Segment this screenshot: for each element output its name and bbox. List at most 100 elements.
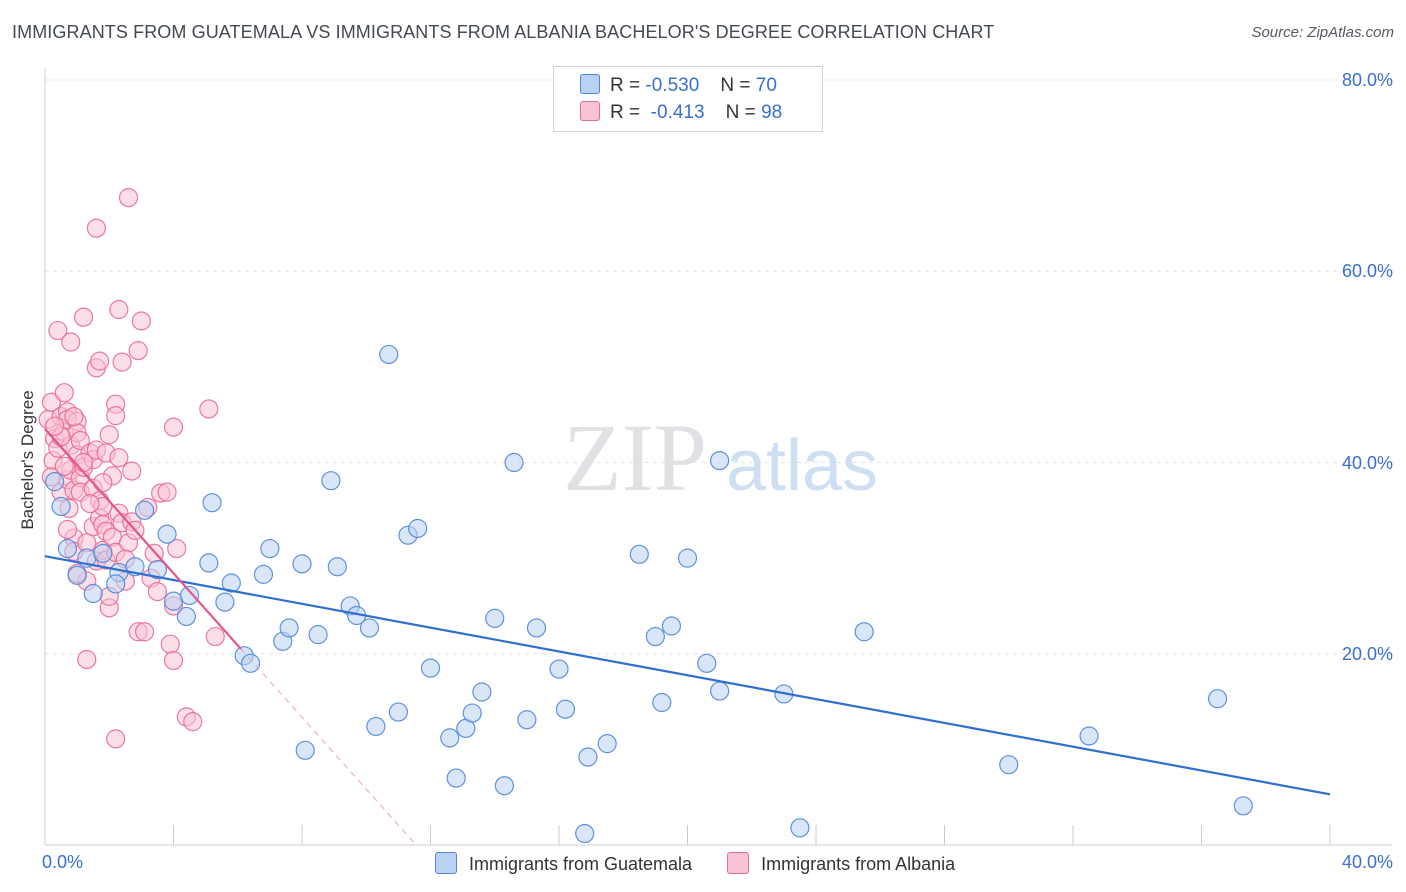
y-tick-label: 20.0% <box>1341 643 1393 664</box>
guatemala-point <box>677 548 698 568</box>
x-tick-label-start: 0.0% <box>42 852 84 872</box>
guatemala-point <box>295 740 315 760</box>
legend-n-value: 98 <box>761 102 783 123</box>
guatemala-point <box>83 583 103 604</box>
albania-point <box>122 461 142 481</box>
legend-swatch-albania <box>580 101 600 121</box>
guatemala-point <box>51 496 71 517</box>
guatemala-point <box>504 452 524 473</box>
guatemala-point <box>176 606 196 627</box>
legend-r-value: -0.530 <box>645 75 700 96</box>
guatemala-point <box>999 755 1019 775</box>
guatemala-point <box>420 658 441 678</box>
watermark: ZIP atlas <box>563 404 878 511</box>
legend-swatch-guatemala <box>580 74 600 94</box>
albania-point <box>61 332 81 352</box>
guatemala-point <box>408 518 428 539</box>
guatemala-point <box>179 585 200 606</box>
data-points <box>38 188 1253 844</box>
bottom-legend-swatch-albania <box>727 852 750 874</box>
legend-n-value: 70 <box>755 75 777 96</box>
albania-point <box>147 581 168 602</box>
guatemala-point <box>446 768 466 788</box>
guatemala-point <box>517 710 537 730</box>
albania-point <box>163 417 184 437</box>
guatemala-point <box>575 823 595 844</box>
albania-point <box>128 341 148 361</box>
guatemala-point <box>555 699 576 719</box>
albania-point <box>109 448 129 468</box>
guatemala-point <box>790 818 810 838</box>
guatemala-point <box>57 538 78 559</box>
source-label: Source: ZipAtlas.com <box>1251 24 1394 41</box>
legend-r-label: R = <box>610 75 641 96</box>
albania-point <box>54 383 74 403</box>
guatemala-point <box>440 728 460 748</box>
albania-point <box>99 425 119 445</box>
guatemala-point <box>549 659 569 679</box>
guatemala-point <box>710 450 730 471</box>
guatemala-point <box>308 625 328 645</box>
albania-point <box>77 649 97 670</box>
albania-point <box>157 482 177 502</box>
guatemala-point <box>854 622 874 642</box>
guatemala-point <box>260 538 280 559</box>
guatemala-point <box>629 544 649 564</box>
guatemala-point <box>202 493 222 513</box>
albania-point <box>41 392 62 412</box>
chart-title: IMMIGRANTS FROM GUATEMALA VS IMMIGRANTS … <box>12 22 995 42</box>
guatemala-point <box>652 692 672 713</box>
guatemala-point <box>327 557 347 577</box>
albania-point <box>106 729 126 749</box>
guatemala-point <box>157 524 177 544</box>
guatemala-point <box>1207 689 1228 709</box>
albania-point <box>80 494 100 514</box>
albania-point <box>112 352 132 372</box>
watermark-atlas: atlas <box>726 426 878 506</box>
albania-point <box>93 472 113 493</box>
legend-n-label: N = <box>720 75 751 96</box>
albania-point <box>86 218 107 238</box>
albania-point <box>73 307 94 327</box>
guatemala-point <box>366 716 386 737</box>
trend-lines <box>44 428 1331 844</box>
guatemala-point <box>697 653 717 673</box>
bottom-legend-item-guatemala: Immigrants from Guatemala <box>435 852 692 875</box>
y-tick-label: 80.0% <box>1341 70 1393 90</box>
guatemala-point <box>279 618 299 638</box>
guatemala-point <box>359 618 380 638</box>
guatemala-point <box>45 472 65 492</box>
guatemala-point <box>253 564 274 584</box>
bottom-legend-label: Immigrants from Guatemala <box>469 854 693 874</box>
albania-point <box>167 538 187 559</box>
guatemala-point <box>661 616 682 636</box>
guatemala-point <box>106 574 126 594</box>
guatemala-point <box>494 776 514 796</box>
albania-point <box>57 519 78 540</box>
legend-row-albania: R = -0.413 N = 98 <box>580 101 782 127</box>
guatemala-point <box>215 592 235 612</box>
legend: R = -0.530 N = 70 R = -0.413 N = 98 <box>553 66 823 132</box>
albania-point <box>54 456 74 476</box>
albania-point <box>106 406 126 426</box>
guatemala-point <box>379 344 399 365</box>
bottom-legend-item-albania: Immigrants from Albania <box>727 852 955 875</box>
watermark-zip: ZIP <box>563 404 707 511</box>
guatemala-point <box>472 682 492 702</box>
guatemala-point <box>1079 726 1099 746</box>
x-tick-label-end: 40.0% <box>1341 852 1393 872</box>
guatemala-point <box>67 565 87 585</box>
guatemala-trend-line <box>44 555 1331 796</box>
albania-point <box>199 399 219 419</box>
legend-n-label: N = <box>725 102 756 123</box>
guatemala-point <box>485 608 505 628</box>
y-tick-label: 40.0% <box>1341 452 1393 473</box>
legend-r-value: -0.413 <box>650 102 705 123</box>
guatemala-point <box>134 500 155 520</box>
guatemala-point <box>292 554 312 574</box>
albania-point <box>118 188 139 208</box>
guatemala-point <box>710 681 730 701</box>
albania-point <box>48 320 68 341</box>
albania-point <box>109 299 129 320</box>
